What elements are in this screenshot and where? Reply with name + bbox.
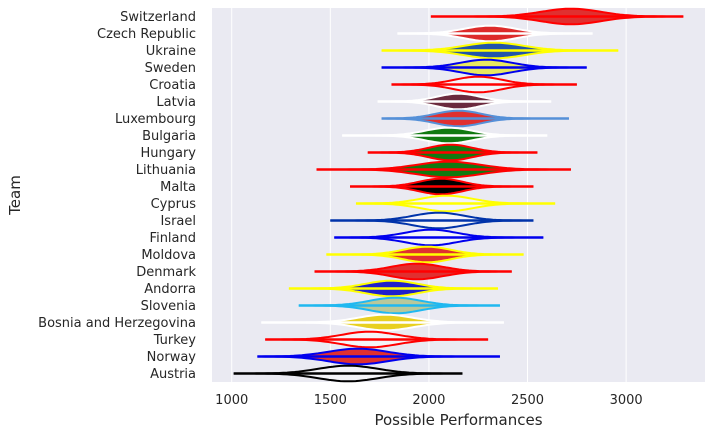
y-tick-label: Malta	[160, 180, 196, 195]
y-axis-label: Team	[6, 175, 24, 216]
violin-norway	[257, 347, 500, 366]
x-tick-label: 3000	[610, 393, 643, 408]
x-tick-label: 1500	[314, 393, 347, 408]
y-tick-label: Sweden	[145, 61, 196, 76]
violin-lithuania	[316, 160, 571, 179]
violins	[233, 7, 684, 383]
y-tick-label: Finland	[150, 231, 196, 246]
y-tick-label: Bosnia and Herzegovina	[38, 316, 196, 331]
x-axis-label: Possible Performances	[374, 411, 542, 429]
y-tick-label: Turkey	[153, 333, 197, 348]
y-tick-label: Switzerland	[120, 10, 196, 25]
violin-latvia	[377, 92, 552, 111]
violin-finland	[334, 228, 544, 247]
violin-israel	[330, 211, 534, 230]
violin-moldova	[326, 245, 524, 264]
y-tick-label: Ukraine	[146, 44, 196, 59]
y-tick-label: Denmark	[136, 265, 196, 280]
violin-andorra	[288, 279, 498, 298]
y-tick-label: Lithuania	[136, 163, 196, 178]
violin-cyprus	[355, 194, 556, 213]
violin-austria	[233, 364, 463, 383]
y-tick-label: Slovenia	[141, 299, 196, 314]
y-tick-label: Czech Republic	[97, 27, 196, 42]
y-tick-label: Israel	[160, 214, 196, 229]
y-tick-label: Luxembourg	[115, 112, 196, 127]
violin-slovenia	[298, 296, 500, 315]
violin-denmark	[314, 262, 512, 281]
violin-ukraine	[381, 41, 619, 60]
violin-czech-republic	[397, 24, 593, 43]
y-tick-label: Moldova	[141, 248, 196, 263]
violin-turkey	[265, 330, 489, 349]
y-tick-label: Croatia	[149, 78, 196, 93]
y-tick-label: Bulgaria	[142, 129, 196, 144]
violin-bulgaria	[342, 126, 548, 145]
y-tick-labels: Switzerland Czech Republic Ukraine Sweden Cr…	[38, 10, 196, 382]
violin-switzerland	[430, 7, 684, 26]
y-tick-label: Norway	[147, 350, 197, 365]
violin-luxembourg	[381, 109, 569, 128]
violin-bosnia-and-herzegovina	[261, 313, 504, 332]
y-tick-label: Latvia	[156, 95, 196, 110]
violin-malta	[350, 177, 534, 196]
violin-hungary	[367, 143, 538, 162]
x-tick-labels: 1000 1500 2000 2500 3000	[215, 393, 642, 408]
y-tick-label: Andorra	[144, 282, 196, 297]
violin-sweden	[381, 58, 587, 77]
x-tick-label: 2500	[511, 393, 544, 408]
y-tick-label: Austria	[150, 367, 196, 382]
x-tick-label: 2000	[412, 393, 445, 408]
y-tick-label: Hungary	[140, 146, 196, 161]
y-tick-label: Cyprus	[151, 197, 197, 212]
x-tick-label: 1000	[215, 393, 248, 408]
violin-croatia	[391, 75, 577, 94]
